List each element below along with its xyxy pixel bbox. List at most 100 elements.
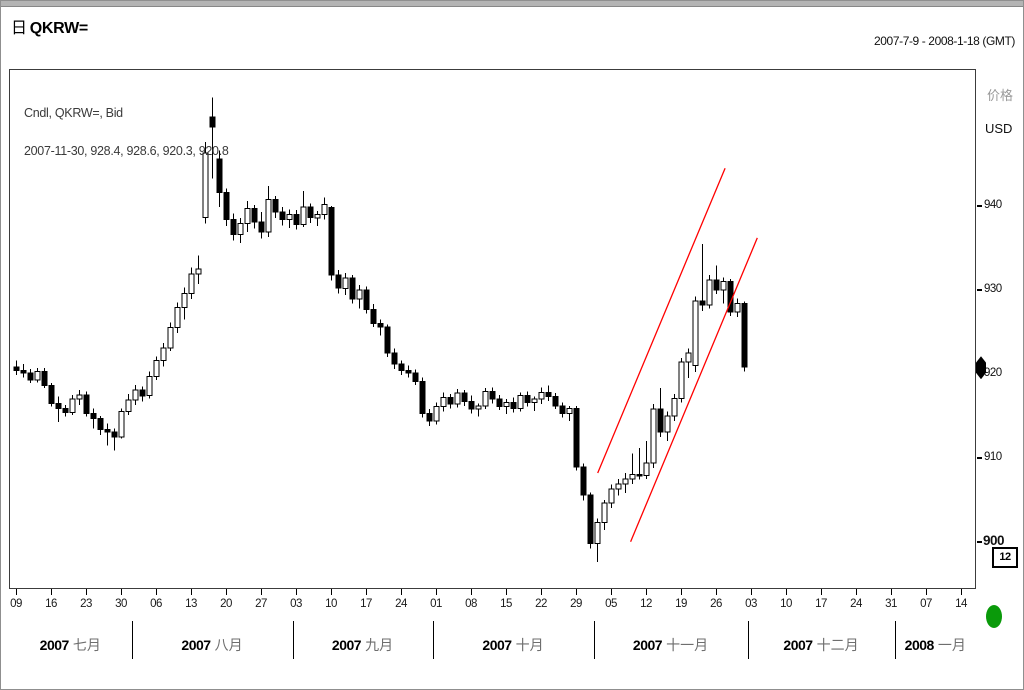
window-top-edge bbox=[1, 1, 1023, 7]
month-separator bbox=[894, 621, 896, 659]
candle bbox=[706, 274, 713, 309]
month-label: 2007 九月 bbox=[331, 637, 394, 653]
candle bbox=[629, 453, 636, 484]
candle bbox=[181, 287, 188, 320]
x-tick-dash bbox=[506, 589, 507, 595]
x-tick-dash bbox=[541, 589, 542, 595]
candle bbox=[552, 393, 559, 410]
x-tick-dash bbox=[226, 589, 227, 595]
candle bbox=[664, 411, 671, 442]
plot-area[interactable]: Cndl, QKRW=, Bid 2007-11-30, 928.4, 928.… bbox=[9, 69, 976, 589]
trend-channel-lower bbox=[630, 237, 758, 543]
axis-scale-box: 12 bbox=[992, 547, 1018, 568]
candle bbox=[97, 415, 104, 436]
y-axis-title: 价格 bbox=[987, 88, 1014, 103]
last-price-marker bbox=[976, 356, 986, 380]
x-tick-dash bbox=[786, 589, 787, 595]
candle bbox=[20, 363, 27, 378]
y-tick-label: 920 bbox=[984, 366, 1002, 379]
x-tick-label: 07 bbox=[920, 598, 932, 610]
candle bbox=[34, 368, 41, 383]
x-tick-label: 17 bbox=[360, 598, 372, 610]
candle bbox=[216, 150, 223, 207]
x-tick-dash bbox=[86, 589, 87, 595]
instrument-symbol: QKRW= bbox=[29, 20, 89, 37]
x-tick-dash bbox=[821, 589, 822, 595]
candle bbox=[657, 388, 664, 437]
candle bbox=[188, 267, 195, 300]
candle bbox=[412, 369, 419, 385]
candle bbox=[48, 383, 55, 407]
x-tick-label: 30 bbox=[115, 598, 127, 610]
x-tick-dash bbox=[401, 589, 402, 595]
candle bbox=[62, 405, 69, 417]
candle bbox=[132, 384, 139, 405]
x-tick-dash bbox=[51, 589, 52, 595]
x-tick-label: 08 bbox=[465, 598, 477, 610]
month-label: 2007 十二月 bbox=[783, 637, 859, 653]
candle bbox=[279, 206, 286, 226]
candle bbox=[566, 405, 573, 421]
x-tick-label: 20 bbox=[220, 598, 232, 610]
candle bbox=[230, 213, 237, 241]
candle bbox=[594, 518, 601, 562]
candle bbox=[125, 394, 132, 416]
x-tick-label: 03 bbox=[745, 598, 757, 610]
candle bbox=[419, 377, 426, 418]
status-indicator-ellipse bbox=[986, 605, 1002, 628]
candle bbox=[307, 203, 314, 223]
x-tick-label: 06 bbox=[150, 598, 162, 610]
x-tick-dash bbox=[366, 589, 367, 595]
y-tick-dash bbox=[977, 288, 982, 291]
x-tick-dash bbox=[331, 589, 332, 595]
candle bbox=[559, 402, 566, 418]
candle bbox=[440, 392, 447, 412]
candle bbox=[524, 391, 531, 407]
candle bbox=[209, 97, 216, 179]
y-axis-tick-dash bbox=[978, 541, 982, 543]
month-label: 2007 十一月 bbox=[632, 637, 709, 653]
x-tick-dash bbox=[16, 589, 17, 595]
candle bbox=[258, 211, 265, 239]
interval-badge: 日 bbox=[11, 20, 27, 37]
candle bbox=[76, 389, 83, 405]
x-tick-label: 24 bbox=[395, 598, 407, 610]
candle bbox=[237, 217, 244, 243]
candle bbox=[111, 428, 118, 451]
x-tick-dash bbox=[156, 589, 157, 595]
x-tick-dash bbox=[961, 589, 962, 595]
month-label: 2007 七月 bbox=[39, 637, 101, 653]
candle bbox=[363, 286, 370, 314]
candle bbox=[398, 360, 405, 375]
x-tick-label: 17 bbox=[815, 598, 827, 610]
candle bbox=[118, 408, 125, 439]
candle bbox=[503, 399, 510, 415]
month-separator bbox=[131, 621, 133, 659]
x-tick-dash bbox=[436, 589, 437, 595]
candle bbox=[174, 302, 181, 333]
candle bbox=[90, 408, 97, 429]
x-tick-dash bbox=[191, 589, 192, 595]
candle bbox=[55, 396, 62, 422]
x-tick-label: 12 bbox=[640, 598, 652, 610]
candle bbox=[734, 298, 741, 317]
candle bbox=[349, 274, 356, 304]
month-label: 2007 八月 bbox=[181, 637, 243, 653]
x-tick-label: 10 bbox=[780, 598, 792, 610]
candle bbox=[433, 402, 440, 425]
candle bbox=[202, 142, 209, 224]
date-range-label: 2007-7-9 - 2008-1-18 (GMT) bbox=[874, 34, 1015, 48]
x-tick-label: 09 bbox=[10, 598, 22, 610]
x-tick-label: 26 bbox=[710, 598, 722, 610]
candle bbox=[69, 394, 76, 416]
candle bbox=[41, 368, 48, 389]
x-tick-dash bbox=[296, 589, 297, 595]
candle bbox=[293, 210, 300, 230]
candlestick-canvas[interactable] bbox=[10, 70, 975, 588]
x-tick-label: 23 bbox=[80, 598, 92, 610]
x-tick-dash bbox=[856, 589, 857, 595]
candle bbox=[328, 206, 335, 281]
candle bbox=[83, 391, 90, 417]
month-label: 2007 十月 bbox=[482, 637, 544, 653]
candle bbox=[391, 348, 398, 369]
